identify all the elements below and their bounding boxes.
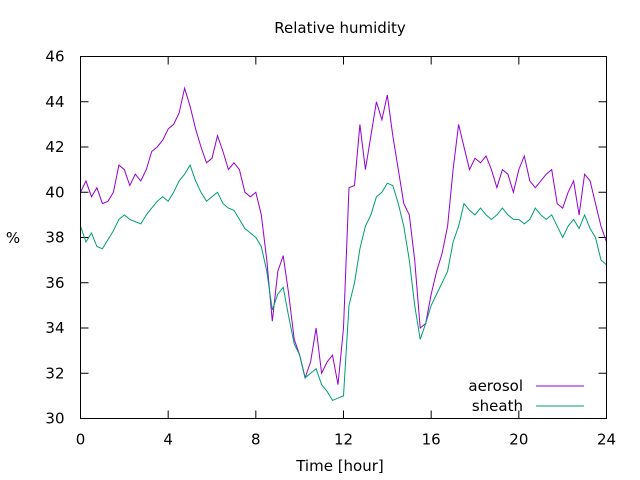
x-tick-label: 24	[597, 431, 616, 449]
y-tick-label: 46	[45, 48, 64, 66]
y-tick-label: 40	[45, 183, 64, 201]
x-tick-label: 8	[251, 431, 261, 449]
legend-label-sheath: sheath	[472, 397, 523, 415]
y-tick-label: 30	[45, 410, 64, 428]
plot-frame	[80, 56, 607, 419]
axis-ticks: 30 32 34 36 38 40 42 44 46 0 4 8 12 16 20 24	[45, 48, 616, 449]
x-tick-label: 12	[334, 431, 353, 449]
series-lines	[80, 86, 607, 402]
legend-label-aerosol: aerosol	[468, 377, 523, 395]
y-tick-label: 38	[45, 229, 64, 247]
chart-title: Relative humidity	[274, 19, 406, 37]
x-tick-label: 16	[422, 431, 441, 449]
x-tick-label: 4	[163, 431, 173, 449]
y-tick-label: 36	[45, 274, 64, 292]
x-tick-label: 20	[509, 431, 528, 449]
x-tick-label: 0	[76, 431, 86, 449]
legend: aerosol sheath	[468, 377, 584, 415]
x-axis-label: Time [hour]	[295, 457, 384, 475]
y-tick-label: 32	[45, 364, 64, 382]
y-tick-label: 42	[45, 138, 64, 156]
y-tick-label: 44	[45, 93, 64, 111]
series-line-sheath	[80, 163, 607, 402]
series-line-aerosol	[80, 86, 607, 385]
y-axis-label: %	[6, 229, 20, 247]
y-tick-label: 34	[45, 319, 64, 337]
